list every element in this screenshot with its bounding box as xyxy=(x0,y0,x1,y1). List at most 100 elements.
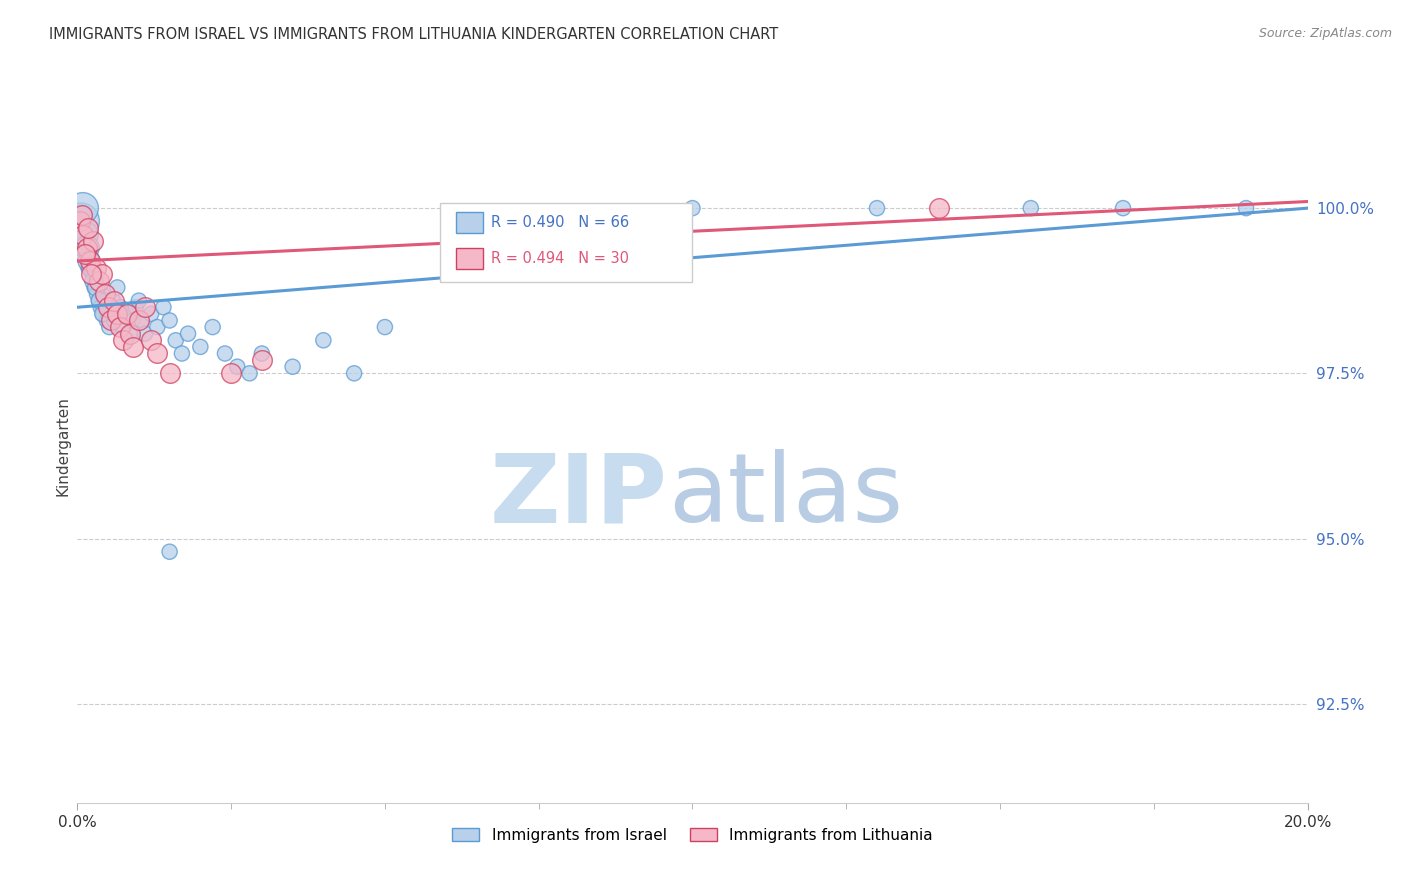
Text: R = 0.494   N = 30: R = 0.494 N = 30 xyxy=(491,251,628,266)
Point xyxy=(112,320,135,334)
Point xyxy=(75,227,97,242)
Point xyxy=(72,234,94,248)
Point xyxy=(103,293,125,308)
Point xyxy=(77,260,100,275)
Point xyxy=(239,367,262,381)
Point xyxy=(94,293,117,308)
Point xyxy=(86,280,108,294)
Point xyxy=(159,367,181,381)
Point xyxy=(682,201,704,215)
Point xyxy=(105,307,128,321)
Point xyxy=(97,300,120,314)
Point xyxy=(110,320,132,334)
Point xyxy=(79,241,101,255)
Point xyxy=(866,201,889,215)
Point xyxy=(89,293,111,308)
Text: atlas: atlas xyxy=(668,450,903,542)
Point xyxy=(152,300,174,314)
Text: IMMIGRANTS FROM ISRAEL VS IMMIGRANTS FROM LITHUANIA KINDERGARTEN CORRELATION CHA: IMMIGRANTS FROM ISRAEL VS IMMIGRANTS FRO… xyxy=(49,27,779,42)
Point xyxy=(83,280,105,294)
Point xyxy=(214,346,236,360)
Point xyxy=(90,267,114,281)
Point xyxy=(112,333,135,347)
Point xyxy=(69,214,91,228)
Point xyxy=(188,340,212,354)
Point xyxy=(75,247,97,261)
Point xyxy=(141,307,163,321)
Point xyxy=(77,221,100,235)
Point xyxy=(100,307,122,321)
Point xyxy=(80,267,103,281)
Point xyxy=(219,367,242,381)
Point xyxy=(281,359,304,374)
Point xyxy=(159,545,181,559)
Point xyxy=(226,359,249,374)
Point xyxy=(1112,201,1135,215)
Point xyxy=(80,254,103,268)
Point xyxy=(170,346,193,360)
Point xyxy=(97,300,120,314)
Point xyxy=(177,326,200,341)
Point xyxy=(134,326,156,341)
Point xyxy=(101,293,124,308)
Point xyxy=(83,274,105,288)
Point xyxy=(159,313,181,327)
Point xyxy=(84,260,107,275)
Point xyxy=(84,274,107,288)
Point xyxy=(110,300,132,314)
Point xyxy=(115,307,138,321)
Point xyxy=(250,353,273,368)
Point xyxy=(343,367,366,381)
Point xyxy=(1234,201,1257,215)
Point xyxy=(90,300,112,314)
Point xyxy=(72,201,94,215)
Point xyxy=(134,300,156,314)
Point xyxy=(77,254,100,268)
Point xyxy=(118,326,141,341)
Point xyxy=(103,313,125,327)
Point xyxy=(82,234,104,248)
Point xyxy=(80,260,103,275)
Point xyxy=(76,247,98,261)
Point xyxy=(128,313,150,327)
Y-axis label: Kindergarten: Kindergarten xyxy=(55,396,70,496)
Point xyxy=(82,267,104,281)
Point xyxy=(87,293,110,308)
Point xyxy=(87,274,110,288)
Point xyxy=(91,307,114,321)
Point xyxy=(312,333,335,347)
Point xyxy=(105,280,128,294)
Point xyxy=(70,221,93,235)
Text: Source: ZipAtlas.com: Source: ZipAtlas.com xyxy=(1258,27,1392,40)
Point xyxy=(928,201,950,215)
Point xyxy=(94,287,117,301)
Point xyxy=(121,313,143,327)
Point xyxy=(91,307,114,321)
Point xyxy=(141,333,163,347)
Point xyxy=(76,241,98,255)
Text: R = 0.490   N = 66: R = 0.490 N = 66 xyxy=(491,215,628,230)
Point xyxy=(128,293,150,308)
Point xyxy=(118,326,141,341)
Point xyxy=(146,320,169,334)
Point xyxy=(79,254,101,268)
Point xyxy=(165,333,187,347)
Text: ZIP: ZIP xyxy=(489,450,668,542)
Bar xyxy=(457,248,484,269)
Point xyxy=(96,313,118,327)
Point xyxy=(250,346,273,360)
Bar xyxy=(457,212,484,234)
Point xyxy=(100,313,122,327)
Point xyxy=(73,227,96,242)
Point xyxy=(69,208,91,222)
Point xyxy=(115,307,138,321)
Point xyxy=(125,300,148,314)
Point xyxy=(72,227,94,242)
FancyBboxPatch shape xyxy=(440,203,693,282)
Point xyxy=(86,287,108,301)
Point xyxy=(121,340,143,354)
Point xyxy=(98,320,121,334)
Point xyxy=(70,214,93,228)
Point xyxy=(1019,201,1042,215)
Point xyxy=(374,320,396,334)
